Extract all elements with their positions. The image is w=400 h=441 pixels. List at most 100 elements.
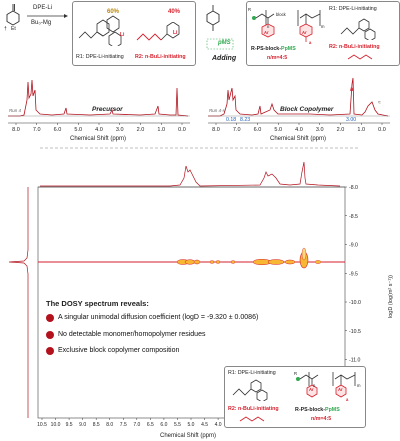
bullet-text-3: Exclusive block copolymer composition <box>58 347 180 354</box>
reagent-top: DPE-Li <box>33 5 53 11</box>
inset-r2-label: R2: n-BuLi-initiating <box>228 406 279 412</box>
copolymer-block: block <box>276 12 286 17</box>
inset-copolymer-structure <box>296 372 356 398</box>
adding-label: Adding <box>212 55 237 62</box>
copolymer-structure <box>252 10 321 42</box>
dosy-y-tick-label: -9.5 <box>349 271 358 277</box>
left-tick-label: 7.0 <box>33 127 41 133</box>
left-tick-label: 3.0 <box>116 127 124 133</box>
dosy-x-tick-label: 7.5 <box>120 422 127 428</box>
dosy-x-tick-label: 10.0 <box>51 422 61 428</box>
left-ticks: 8.0 7.0 6.0 5.0 4.0 3.0 2.0 1.0 0.0 <box>12 123 186 133</box>
reaction-arrow <box>27 14 68 18</box>
right-integral-1: 0.18 <box>226 117 236 123</box>
dosy-x-tick-label: 8.0 <box>106 422 113 428</box>
dosy-y-tick-label: -11.0 <box>349 358 361 364</box>
left-run-label: Run 4 <box>9 108 22 113</box>
dpe-li-percent: 60% <box>107 9 120 15</box>
dosy-x-tick-label: 4.0 <box>215 422 222 428</box>
right-tick-label: 0.0 <box>378 127 386 133</box>
pms-monomer <box>206 5 220 31</box>
spectrum-1d-right: Run 4-s Block Copolymer a ≈ 0.18 8.23 3.… <box>208 77 390 142</box>
nbuli-percent: 40% <box>168 9 181 15</box>
nbuli-li: Li <box>173 30 178 36</box>
box2-r1-structure <box>340 18 376 40</box>
dosy-y-tick-label: -9.0 <box>349 243 358 249</box>
dosy-y-tick-label: -10.0 <box>349 300 361 306</box>
dosy-x-tick-label: 10.5 <box>37 422 47 428</box>
nbuli-structure <box>136 22 180 41</box>
left-tick-label: 1.0 <box>157 127 165 133</box>
dosy-x-tick-label: 5.5 <box>174 422 181 428</box>
pms-dashed-arrow <box>206 38 234 50</box>
box2-r1-label: R1: DPE-Li-initiating <box>329 6 377 12</box>
left-tick-label: 0.0 <box>178 127 186 133</box>
right-peak-a: a <box>350 87 354 93</box>
initiators-box: 60% Li 40% Li R1: DPE-Li-initiating R2: … <box>72 1 196 66</box>
copolymer-name: R-PS-block-PpMS <box>251 46 296 52</box>
inset-copolymer-prefix: R-PS-block- <box>295 407 326 413</box>
bullet-text-2: No detectable monomer/homopolymer residu… <box>58 331 206 338</box>
bullet-dot-1 <box>46 314 54 322</box>
dosy-x-tick-label: 5.0 <box>188 422 195 428</box>
right-integral-2: 8.23 <box>240 117 250 123</box>
right-xlabel: Chemical Shift (ppm) <box>270 136 326 142</box>
dosy-x-tick-label: 6.0 <box>160 422 167 428</box>
dpe-li-structure <box>78 15 122 46</box>
left-spectrum-trace <box>8 79 189 117</box>
inset-a: a <box>346 397 349 402</box>
copolymer-ar1: Ar <box>264 30 269 35</box>
dosy-frame <box>37 186 346 419</box>
copolymer-box: R block n m Ar Ar a R-PS-block-PpMS n/m=… <box>246 1 400 66</box>
inset-r2-chain <box>239 416 265 422</box>
dosy-x-tick-label: 9.0 <box>79 422 86 428</box>
copolymer-r: R <box>248 7 252 12</box>
left-spectrum-name: Precursor <box>92 106 123 113</box>
box2-r2-label: R2: n-BuLi-initiating <box>329 44 380 50</box>
dosy-y-tick-label: -8.0 <box>349 185 358 191</box>
dosy-summary-title: The DOSY spectrum reveals: <box>46 299 149 308</box>
dosy-y-tick-label: -10.5 <box>349 329 361 335</box>
right-tick-label: 4.0 <box>295 127 303 133</box>
dosy-y-label: logD (log(m² s⁻¹)) <box>388 275 394 318</box>
dosy-left-projection <box>8 187 29 418</box>
dosy-x-tick-label: 7.0 <box>133 422 140 428</box>
left-tick-label: 4.0 <box>95 127 103 133</box>
copolymer-name-suffix: PpMS <box>281 46 296 52</box>
spectrum-1d-left: Run 4 Precursor 8.0 7.0 6.0 5.0 4.0 3.0 2.0 1.0… <box>8 79 190 142</box>
copolymer-ar2: Ar <box>302 30 307 35</box>
right-run-label: Run 4-s <box>209 108 226 113</box>
right-tick-label: 7.0 <box>233 127 241 133</box>
bullet-dot-3 <box>46 347 54 355</box>
dosy-x-tick-label: 9.5 <box>66 422 73 428</box>
bullet-text-1: A singular unimodal diffusion coefficien… <box>58 314 259 321</box>
dosy-x-label: Chemical Shift (ppm) <box>160 433 216 439</box>
inset-ratio: n/m=4:5 <box>311 416 332 422</box>
dosy-x-tick-label: 8.5 <box>93 422 100 428</box>
right-tick-label: 2.0 <box>337 127 345 133</box>
styrene-monomer <box>6 4 20 26</box>
right-peak-sym: ≈ <box>378 100 381 106</box>
left-tick-label: 6.0 <box>54 127 62 133</box>
copolymer-m: m <box>321 24 325 29</box>
left-tick-label: 8.0 <box>12 127 20 133</box>
copolymer-a: a <box>309 40 312 45</box>
inset-ar1: Ar <box>309 387 314 392</box>
copolymer-ratio: n/m=4:5 <box>267 55 288 61</box>
inset-r1-label: R1: DPE-Li-initiating <box>228 370 276 376</box>
inset-m: m <box>357 383 361 388</box>
et-prefix: † <box>4 26 7 32</box>
pms-label: pMS <box>218 40 231 46</box>
left-tick-label: 5.0 <box>74 127 82 133</box>
right-tick-label: 1.0 <box>357 127 365 133</box>
right-tick-label: 5.0 <box>274 127 282 133</box>
right-tick-label: 3.0 <box>316 127 324 133</box>
inset-n: n <box>313 383 316 388</box>
dosy-top-projection <box>40 161 341 187</box>
reagent-bottom: Bu₀-Mg <box>31 20 52 26</box>
inset-copolymer-suffix: PpMS <box>325 407 340 413</box>
copolymer-n: n <box>267 24 270 29</box>
dosy-contours <box>176 247 322 269</box>
right-integral-3: 3.00 <box>346 117 356 123</box>
dosy-x-tick-label: 4.5 <box>201 422 208 428</box>
